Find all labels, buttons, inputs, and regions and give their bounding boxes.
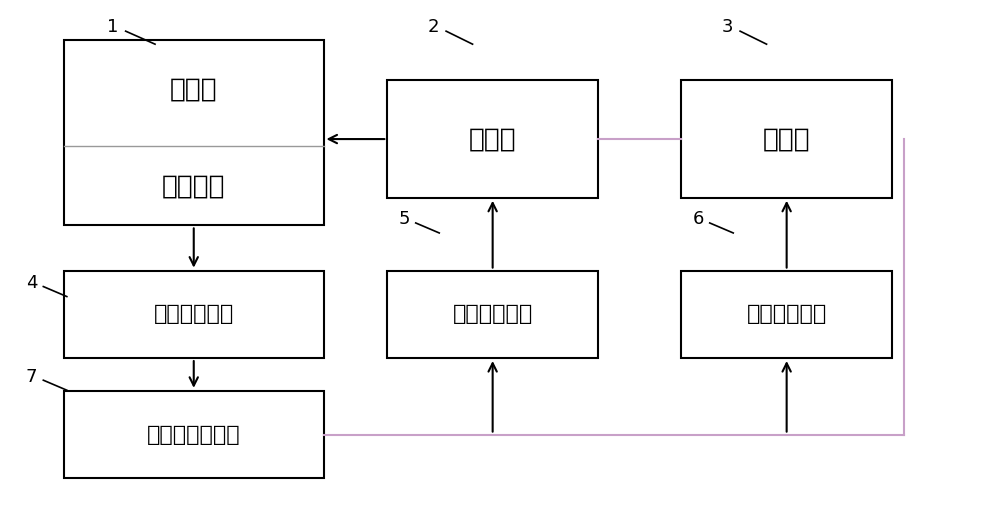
Text: 加热装置: 加热装置 bbox=[162, 174, 226, 199]
Text: 温度采集装置: 温度采集装置 bbox=[154, 305, 234, 324]
Text: 发电机控制器: 发电机控制器 bbox=[453, 305, 533, 324]
Bar bbox=[64, 270, 324, 358]
Text: 发动机: 发动机 bbox=[763, 126, 810, 152]
Text: 1: 1 bbox=[107, 18, 119, 36]
Text: 发动机控制器: 发动机控制器 bbox=[747, 305, 827, 324]
Text: 5: 5 bbox=[398, 211, 410, 228]
Text: 加热系统控制器: 加热系统控制器 bbox=[147, 425, 241, 445]
Text: 7: 7 bbox=[26, 368, 37, 386]
Text: 6: 6 bbox=[692, 211, 704, 228]
Bar bbox=[387, 270, 598, 358]
Bar bbox=[681, 80, 892, 198]
Bar bbox=[681, 270, 892, 358]
Text: 4: 4 bbox=[26, 274, 37, 292]
Text: 电池包: 电池包 bbox=[170, 76, 218, 102]
Bar bbox=[387, 80, 598, 198]
Bar bbox=[64, 40, 324, 225]
Text: 3: 3 bbox=[722, 18, 733, 36]
Bar bbox=[64, 391, 324, 478]
Text: 发电机: 发电机 bbox=[469, 126, 516, 152]
Text: 2: 2 bbox=[428, 18, 439, 36]
